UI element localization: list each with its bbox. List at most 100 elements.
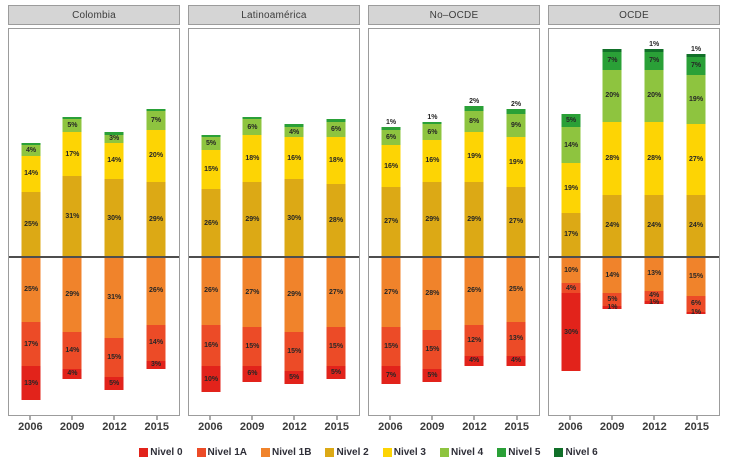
axis-tick xyxy=(71,416,73,420)
segment-nivel-1b: 15% xyxy=(686,257,706,296)
stack-below-baseline: 14% 5% 1% xyxy=(602,257,622,312)
axis-tick xyxy=(113,416,115,420)
segment-value-label: 14% xyxy=(107,157,122,165)
bar-2006: 5% 15% 26% 26% 16% 10% xyxy=(201,29,221,415)
axis-tick xyxy=(473,416,475,420)
segment-nivel-3: 18% xyxy=(326,137,346,185)
segment-nivel-4: 6% xyxy=(326,121,346,138)
bar-2012: 3% 14% 30% 31% 15% 5% xyxy=(104,29,124,415)
segment-value-label: 29% xyxy=(65,291,80,299)
segment-nivel-3: 16% xyxy=(381,145,401,187)
segment-nivel-2: 24% xyxy=(644,194,664,257)
segment-nivel-3: 20% xyxy=(146,129,166,182)
segment-nivel-0: 4% xyxy=(506,355,526,367)
segment-nivel-3: 19% xyxy=(561,163,581,213)
legend-label: Nivel 3 xyxy=(393,447,426,458)
segment-nivel-5 xyxy=(242,116,262,120)
segment-nivel-2: 27% xyxy=(381,186,401,257)
plot-area: 4% 14% 25% 25% 17% 13% 5% 17% 31% 29% 14% 4% 3% 14% 30… xyxy=(8,28,180,416)
segment-value-label: 2% xyxy=(510,100,522,108)
segment-nivel-1b: 10% xyxy=(561,257,581,283)
stack-above-baseline: 1% 6% 16% 29% xyxy=(422,114,442,257)
segment-value-label: 6% xyxy=(247,370,258,378)
segment-value-label: 1% xyxy=(607,304,618,312)
segment-value-label: 15% xyxy=(329,343,344,351)
segment-value-label: 2% xyxy=(469,98,480,106)
legend-swatch xyxy=(139,448,149,457)
segment-nivel-5 xyxy=(201,134,221,138)
segment-nivel-2: 17% xyxy=(561,212,581,257)
segment-value-label: 7% xyxy=(386,371,397,379)
segment-nivel-4: 6% xyxy=(381,129,401,146)
segment-value-label: 5% xyxy=(206,140,217,148)
stack-below-baseline: 28% 15% 5% xyxy=(422,257,442,382)
legend-item-nivel-2: Nivel 2 xyxy=(325,447,369,458)
segment-value-label: 7% xyxy=(607,57,618,65)
segment-value-label: 29% xyxy=(245,215,260,223)
segment-value-label: 7% xyxy=(150,117,162,125)
segment-nivel-0: 5% xyxy=(104,376,124,390)
segment-nivel-4: 4% xyxy=(284,127,304,138)
segment-value-label: 26% xyxy=(204,219,219,227)
stack-above-baseline: 1% 6% 16% 27% xyxy=(381,119,401,257)
segment-nivel-1a: 15% xyxy=(381,327,401,367)
segment-nivel-2: 29% xyxy=(146,181,166,257)
axis-year-label: 2009 xyxy=(239,421,265,433)
segment-value-label: 17% xyxy=(24,340,39,348)
x-axis: 2006 2009 2012 2015 xyxy=(548,416,720,440)
stack-above-baseline: 1% 7% 19% 27% 24% xyxy=(686,46,706,257)
panels-row: Colombia 4% 14% 25% 25% 17% 13% 5% 17% 31% 29% 14%… xyxy=(8,5,720,440)
segment-value-label: 15% xyxy=(689,273,704,280)
segment-nivel-1a: 14% xyxy=(62,332,82,369)
segment-value-label: 31% xyxy=(107,293,122,301)
bar-2009: 7% 20% 28% 24% 14% 5% 1% xyxy=(602,29,622,415)
axis-tick xyxy=(389,416,391,420)
segment-nivel-1a: 15% xyxy=(422,329,442,369)
stack-below-baseline: 26% 14% 3% xyxy=(146,257,166,369)
segment-value-label: 27% xyxy=(245,288,260,296)
segment-value-label: 14% xyxy=(605,271,620,279)
segment-nivel-4: 4% xyxy=(21,145,41,156)
segment-nivel-5 xyxy=(284,124,304,128)
segment-value-label: 1% xyxy=(690,46,702,54)
segment-nivel-2: 29% xyxy=(464,181,484,257)
segment-value-label: 14% xyxy=(65,347,80,355)
segment-nivel-4: 5% xyxy=(62,119,82,133)
segment-value-label: 13% xyxy=(24,379,39,387)
segment-value-label: 16% xyxy=(384,162,399,170)
stack-above-baseline: 2% 8% 19% 29% xyxy=(464,98,484,257)
segment-value-label: 15% xyxy=(287,348,302,356)
segment-value-label: 29% xyxy=(425,215,440,223)
segment-nivel-4: 19% xyxy=(686,75,706,125)
legend-label: Nivel 1A xyxy=(207,447,247,458)
segment-value-label: 31% xyxy=(65,213,80,221)
segment-value-label: 5% xyxy=(67,122,78,130)
bar-2006: 4% 14% 25% 25% 17% 13% xyxy=(21,29,41,415)
axis-year-label: 2012 xyxy=(462,421,487,433)
stack-below-baseline: 31% 15% 5% xyxy=(104,257,124,390)
axis-tick xyxy=(696,416,698,420)
stack-below-baseline: 27% 15% 7% xyxy=(381,257,401,385)
segment-value-label: 4% xyxy=(566,284,577,292)
segment-nivel-5 xyxy=(326,119,346,122)
segment-nivel-1b: 25% xyxy=(506,257,526,322)
segment-nivel-2: 24% xyxy=(686,194,706,257)
segment-nivel-1a: 4% xyxy=(644,290,664,302)
segment-nivel-0: 7% xyxy=(381,366,401,385)
segment-value-label: 5% xyxy=(109,379,120,387)
segment-nivel-2: 31% xyxy=(62,176,82,257)
segment-value-label: 10% xyxy=(564,266,579,274)
segment-nivel-1a: 4% xyxy=(561,283,581,294)
legend-swatch xyxy=(196,448,206,457)
stack-above-baseline: 7% 20% 29% xyxy=(146,108,166,257)
axis-year-label: 2006 xyxy=(198,421,223,433)
segment-nivel-5: 2% xyxy=(506,101,526,115)
segment-nivel-2: 30% xyxy=(284,179,304,257)
axis-year-label: 2015 xyxy=(504,421,530,433)
stack-below-baseline: 26% 12% 4% xyxy=(464,257,484,367)
segment-value-label: 24% xyxy=(647,222,662,230)
segment-nivel-5: 7% xyxy=(644,51,664,70)
panel-title: Latinoamérica xyxy=(188,5,360,25)
segment-nivel-1a: 17% xyxy=(21,322,41,367)
